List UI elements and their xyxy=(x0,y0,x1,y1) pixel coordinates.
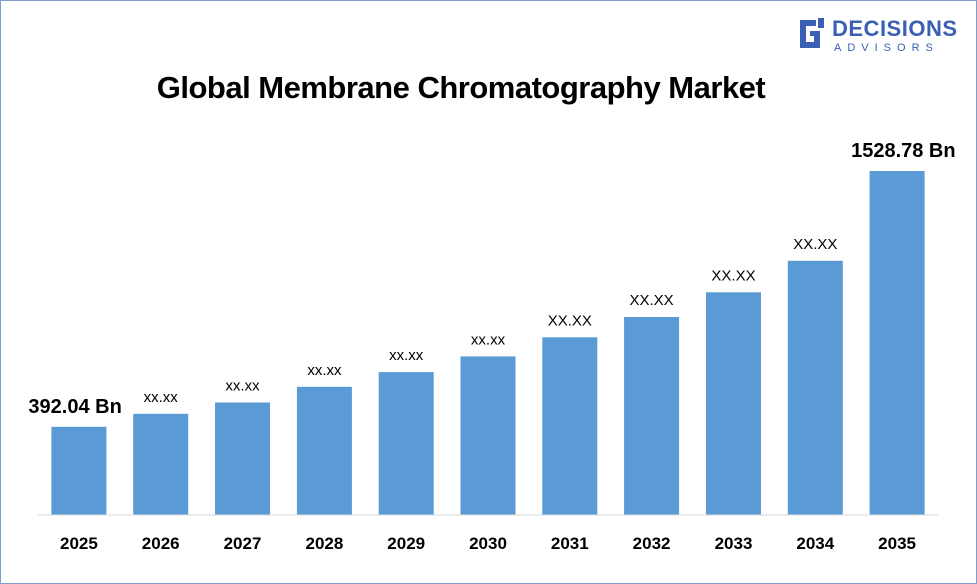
decisions-logo-icon xyxy=(800,18,824,48)
x-tick-2026: 2026 xyxy=(142,534,180,553)
x-tick-2027: 2027 xyxy=(224,534,262,553)
bar-2029 xyxy=(378,372,434,515)
x-tick-labels: 2025 2026 2027 2028 2029 2030 2031 2032 2033 2034… xyxy=(60,534,916,553)
x-tick-2035: 2035 xyxy=(878,534,916,553)
logo-text-advisors: ADVISORS xyxy=(834,42,939,54)
x-tick-2033: 2033 xyxy=(715,534,753,553)
x-tick-2029: 2029 xyxy=(387,534,425,553)
bar-2026 xyxy=(133,413,189,516)
brand-logo: DECISIONS ADVISORS xyxy=(794,14,964,58)
bars-group xyxy=(51,171,925,516)
data-label-2025: 392.04 Bn xyxy=(28,396,121,418)
bar-2034 xyxy=(787,260,843,516)
data-label-2027: xx.xx xyxy=(225,378,260,395)
x-tick-2031: 2031 xyxy=(551,534,589,553)
bar-2031 xyxy=(542,337,598,516)
bar-2025 xyxy=(51,426,107,515)
data-label-2026: xx.xx xyxy=(144,389,179,406)
data-label-2035: 1528.78 Bn xyxy=(851,140,956,162)
data-label-2030: xx.xx xyxy=(471,331,506,348)
data-label-2031: XX.XX xyxy=(548,312,592,329)
logo-text-decisions: DECISIONS xyxy=(832,16,958,41)
data-label-2032: XX.XX xyxy=(630,292,674,309)
x-tick-2032: 2032 xyxy=(633,534,671,553)
bar-value-labels: 392.04 Bn xx.xx xx.xx xx.xx xx.xx xx.xx XX.XX X… xyxy=(28,140,955,418)
bar-2033 xyxy=(706,292,761,516)
chart-title: Global Membrane Chromatography Market xyxy=(156,70,766,105)
x-tick-2034: 2034 xyxy=(796,534,834,553)
bar-2032 xyxy=(624,317,680,515)
x-tick-2030: 2030 xyxy=(469,534,507,553)
bar-2030 xyxy=(460,356,516,515)
bar-2028 xyxy=(296,386,352,516)
bar-2027 xyxy=(215,402,270,515)
data-label-2028: xx.xx xyxy=(307,362,342,379)
bar-2035 xyxy=(869,171,925,515)
data-label-2034: XX.XX xyxy=(793,236,837,253)
data-label-2033: XX.XX xyxy=(711,267,755,284)
data-label-2029: xx.xx xyxy=(389,347,424,364)
x-tick-2028: 2028 xyxy=(305,534,343,553)
x-tick-2025: 2025 xyxy=(60,534,98,553)
